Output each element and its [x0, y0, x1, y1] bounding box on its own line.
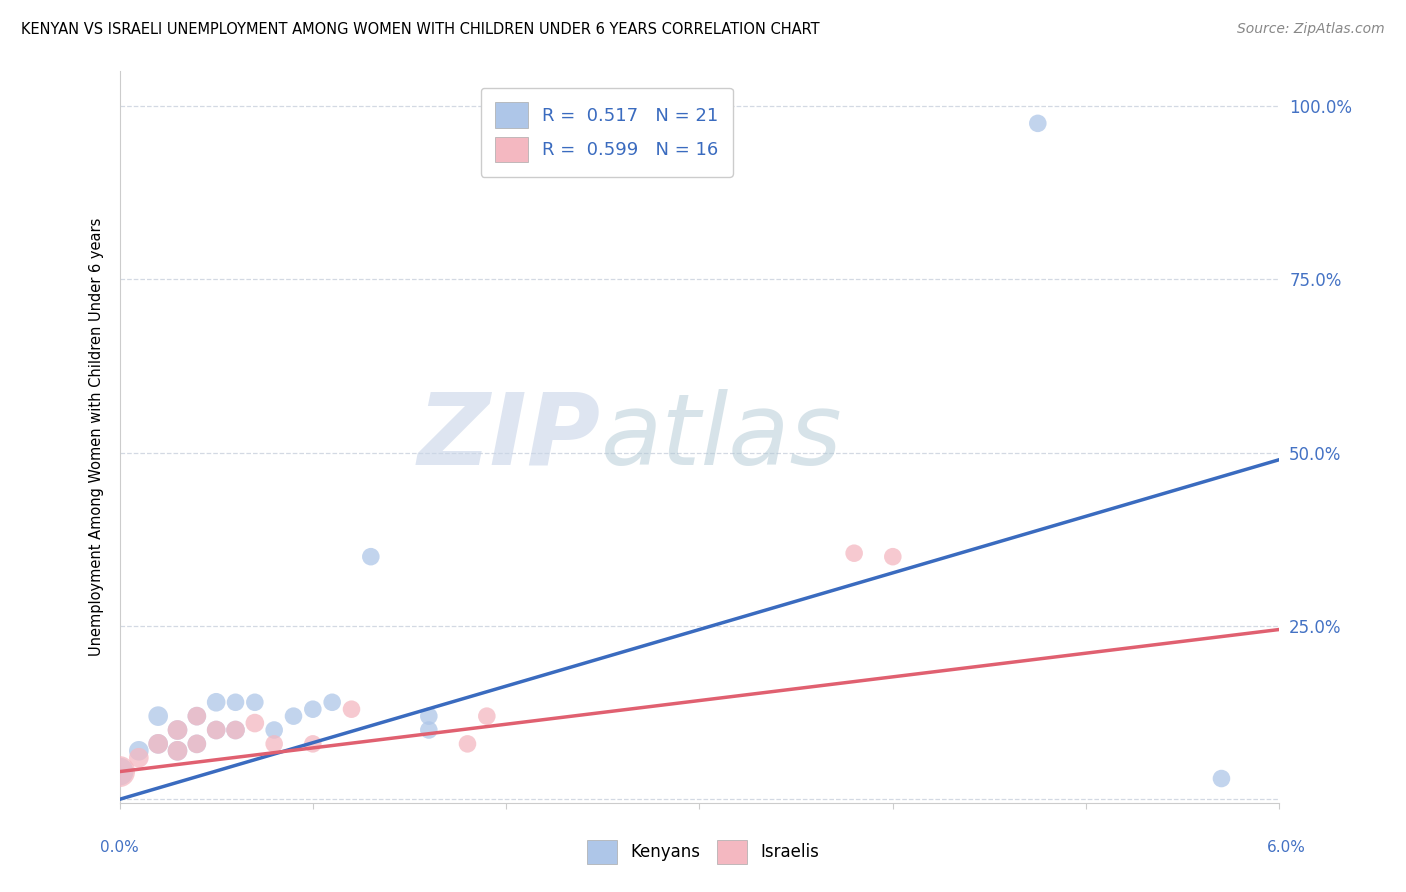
- Text: ZIP: ZIP: [418, 389, 600, 485]
- Point: [475, 709, 498, 723]
- Point: [302, 702, 325, 716]
- Point: [1026, 116, 1049, 130]
- Point: [283, 709, 305, 723]
- Point: [302, 737, 325, 751]
- Point: [128, 744, 150, 758]
- Point: [108, 764, 131, 779]
- Text: Source: ZipAtlas.com: Source: ZipAtlas.com: [1237, 22, 1385, 37]
- Point: [166, 744, 188, 758]
- Legend: Kenyans, Israelis: Kenyans, Israelis: [581, 833, 825, 871]
- Point: [243, 716, 266, 731]
- Point: [148, 737, 170, 751]
- Point: [225, 723, 247, 737]
- Point: [882, 549, 904, 564]
- Point: [1211, 772, 1233, 786]
- Point: [456, 737, 478, 751]
- Point: [166, 723, 188, 737]
- Point: [263, 737, 285, 751]
- Point: [225, 695, 247, 709]
- Text: KENYAN VS ISRAELI UNEMPLOYMENT AMONG WOMEN WITH CHILDREN UNDER 6 YEARS CORRELATI: KENYAN VS ISRAELI UNEMPLOYMENT AMONG WOM…: [21, 22, 820, 37]
- Point: [128, 750, 150, 764]
- Text: 6.0%: 6.0%: [1267, 840, 1306, 855]
- Y-axis label: Unemployment Among Women with Children Under 6 years: Unemployment Among Women with Children U…: [89, 218, 104, 657]
- Point: [340, 702, 363, 716]
- Point: [360, 549, 382, 564]
- Point: [225, 723, 247, 737]
- Point: [321, 695, 343, 709]
- Point: [108, 764, 131, 779]
- Point: [205, 695, 228, 709]
- Text: 0.0%: 0.0%: [100, 840, 139, 855]
- Point: [243, 695, 266, 709]
- Point: [148, 737, 170, 751]
- Point: [166, 744, 188, 758]
- Point: [844, 546, 866, 560]
- Point: [148, 709, 170, 723]
- Point: [205, 723, 228, 737]
- Point: [418, 723, 440, 737]
- Point: [186, 709, 208, 723]
- Point: [186, 737, 208, 751]
- Point: [418, 709, 440, 723]
- Point: [186, 709, 208, 723]
- Text: atlas: atlas: [600, 389, 842, 485]
- Point: [166, 723, 188, 737]
- Point: [263, 723, 285, 737]
- Legend: R =  0.517   N = 21, R =  0.599   N = 16: R = 0.517 N = 21, R = 0.599 N = 16: [481, 87, 733, 177]
- Point: [186, 737, 208, 751]
- Point: [205, 723, 228, 737]
